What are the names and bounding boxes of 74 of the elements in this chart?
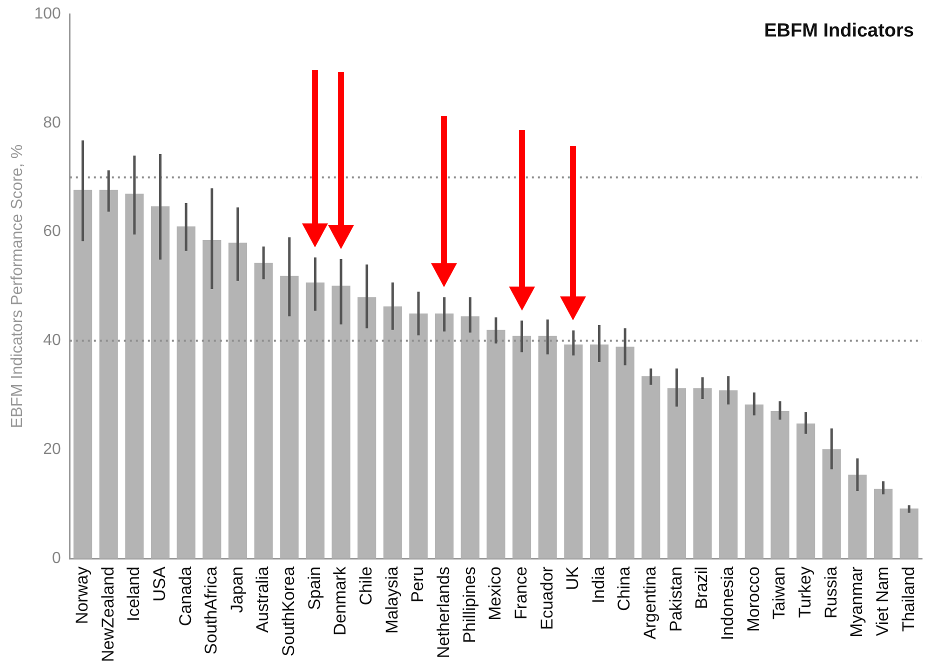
bar [228, 242, 248, 559]
x-tick-label: Spain [304, 566, 324, 610]
bar [770, 410, 790, 559]
x-tick-label: Pakistan [666, 566, 686, 632]
y-tick-label: 20 [43, 441, 61, 458]
chart-title: EBFM Indicators [764, 20, 914, 42]
x-tick-label: SouthAfrica [202, 566, 221, 654]
bar [332, 286, 350, 559]
bar [590, 344, 609, 559]
x-tick-label: China [614, 566, 634, 611]
y-tick-label: 100 [34, 5, 61, 22]
bar [176, 226, 196, 559]
bar [486, 330, 506, 559]
bar [409, 314, 428, 559]
x-tick-label: Morocco [744, 566, 763, 632]
x-tick-label: France [511, 566, 530, 620]
x-tick-label: Ecuador [537, 566, 556, 630]
x-tick-label: NewZealand [98, 566, 118, 662]
bar [254, 262, 273, 559]
bar [306, 282, 324, 559]
bar [280, 276, 299, 559]
x-tick-label: India [588, 566, 608, 604]
bar [460, 316, 480, 559]
bar [848, 474, 867, 559]
bar [900, 508, 918, 559]
x-tick-label: Iceland [124, 566, 144, 622]
bar [358, 297, 376, 559]
x-tick-label: Malaysia [382, 566, 402, 634]
bar [383, 306, 402, 559]
x-tick-label: Indonesia [718, 566, 738, 640]
y-tick-label: 0 [52, 550, 61, 567]
x-tick-label: Argentina [640, 566, 660, 640]
y-tick-label: 80 [43, 114, 61, 132]
x-tick-label: Denmark [330, 566, 350, 636]
bar [667, 388, 686, 559]
x-tick-label: Mexico [486, 566, 505, 620]
y-tick-label: 60 [43, 223, 61, 240]
x-tick-label: Peru [408, 566, 428, 602]
bar [435, 314, 454, 559]
bar [538, 336, 557, 559]
bar [512, 336, 532, 559]
x-tick-label: Russia [821, 566, 840, 619]
x-tick-label: Brazil [692, 566, 712, 610]
x-tick-label: Turkey [795, 566, 814, 618]
x-tick-label: Canada [176, 566, 195, 626]
bar [564, 344, 583, 559]
x-tick-label: Australia [253, 566, 272, 633]
y-axis-title: EBFM Indicators Performance Score, % [9, 144, 26, 428]
bar [693, 388, 712, 559]
bar [74, 190, 92, 559]
bar [822, 449, 841, 559]
bar [874, 488, 893, 559]
x-tick-label: Phillipines [460, 566, 479, 644]
bar [796, 424, 816, 559]
x-tick-label: Japan [227, 566, 246, 613]
bar [616, 346, 634, 559]
bar [719, 390, 738, 559]
x-tick-label: SouthKorea [279, 566, 298, 656]
x-tick-label: USA [150, 566, 169, 602]
x-tick-label: Taiwan [770, 566, 789, 620]
bar [642, 376, 660, 559]
bar [150, 206, 170, 559]
bar [99, 190, 118, 559]
bar [744, 404, 764, 559]
x-tick-label: Myanmar [847, 566, 866, 638]
bar [202, 240, 222, 559]
x-tick-label: Thailand [898, 566, 918, 632]
x-tick-label: Chile [356, 566, 376, 606]
x-tick-label: Norway [72, 566, 92, 624]
y-tick-label: 40 [43, 332, 61, 350]
x-tick-label: UK [563, 566, 582, 590]
bar [125, 194, 144, 559]
x-tick-label: Netherlands [434, 566, 453, 658]
x-tick-label: Viet Nam [872, 566, 892, 636]
